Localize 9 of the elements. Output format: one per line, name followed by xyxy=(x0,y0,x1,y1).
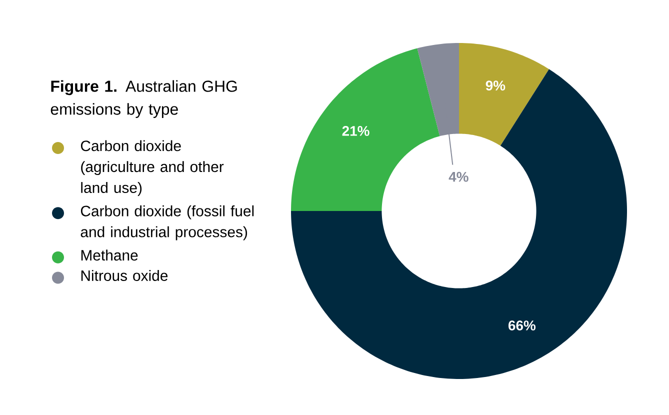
data-label: 4% xyxy=(448,172,468,182)
legend-label: Methane xyxy=(81,250,138,261)
legend-label: Carbon dioxide (agriculture and other land use) xyxy=(80,140,224,196)
legend-label: Nitrous oxide xyxy=(81,270,168,281)
legend-label: Carbon dioxide (fossil fuel and industrial processes) xyxy=(80,205,254,240)
data-label: 9% xyxy=(486,80,506,90)
data-label: 66% xyxy=(508,320,536,330)
text: Figure 1. Australian GHG emissions by type xyxy=(50,80,237,118)
data-label: 21% xyxy=(342,126,370,136)
